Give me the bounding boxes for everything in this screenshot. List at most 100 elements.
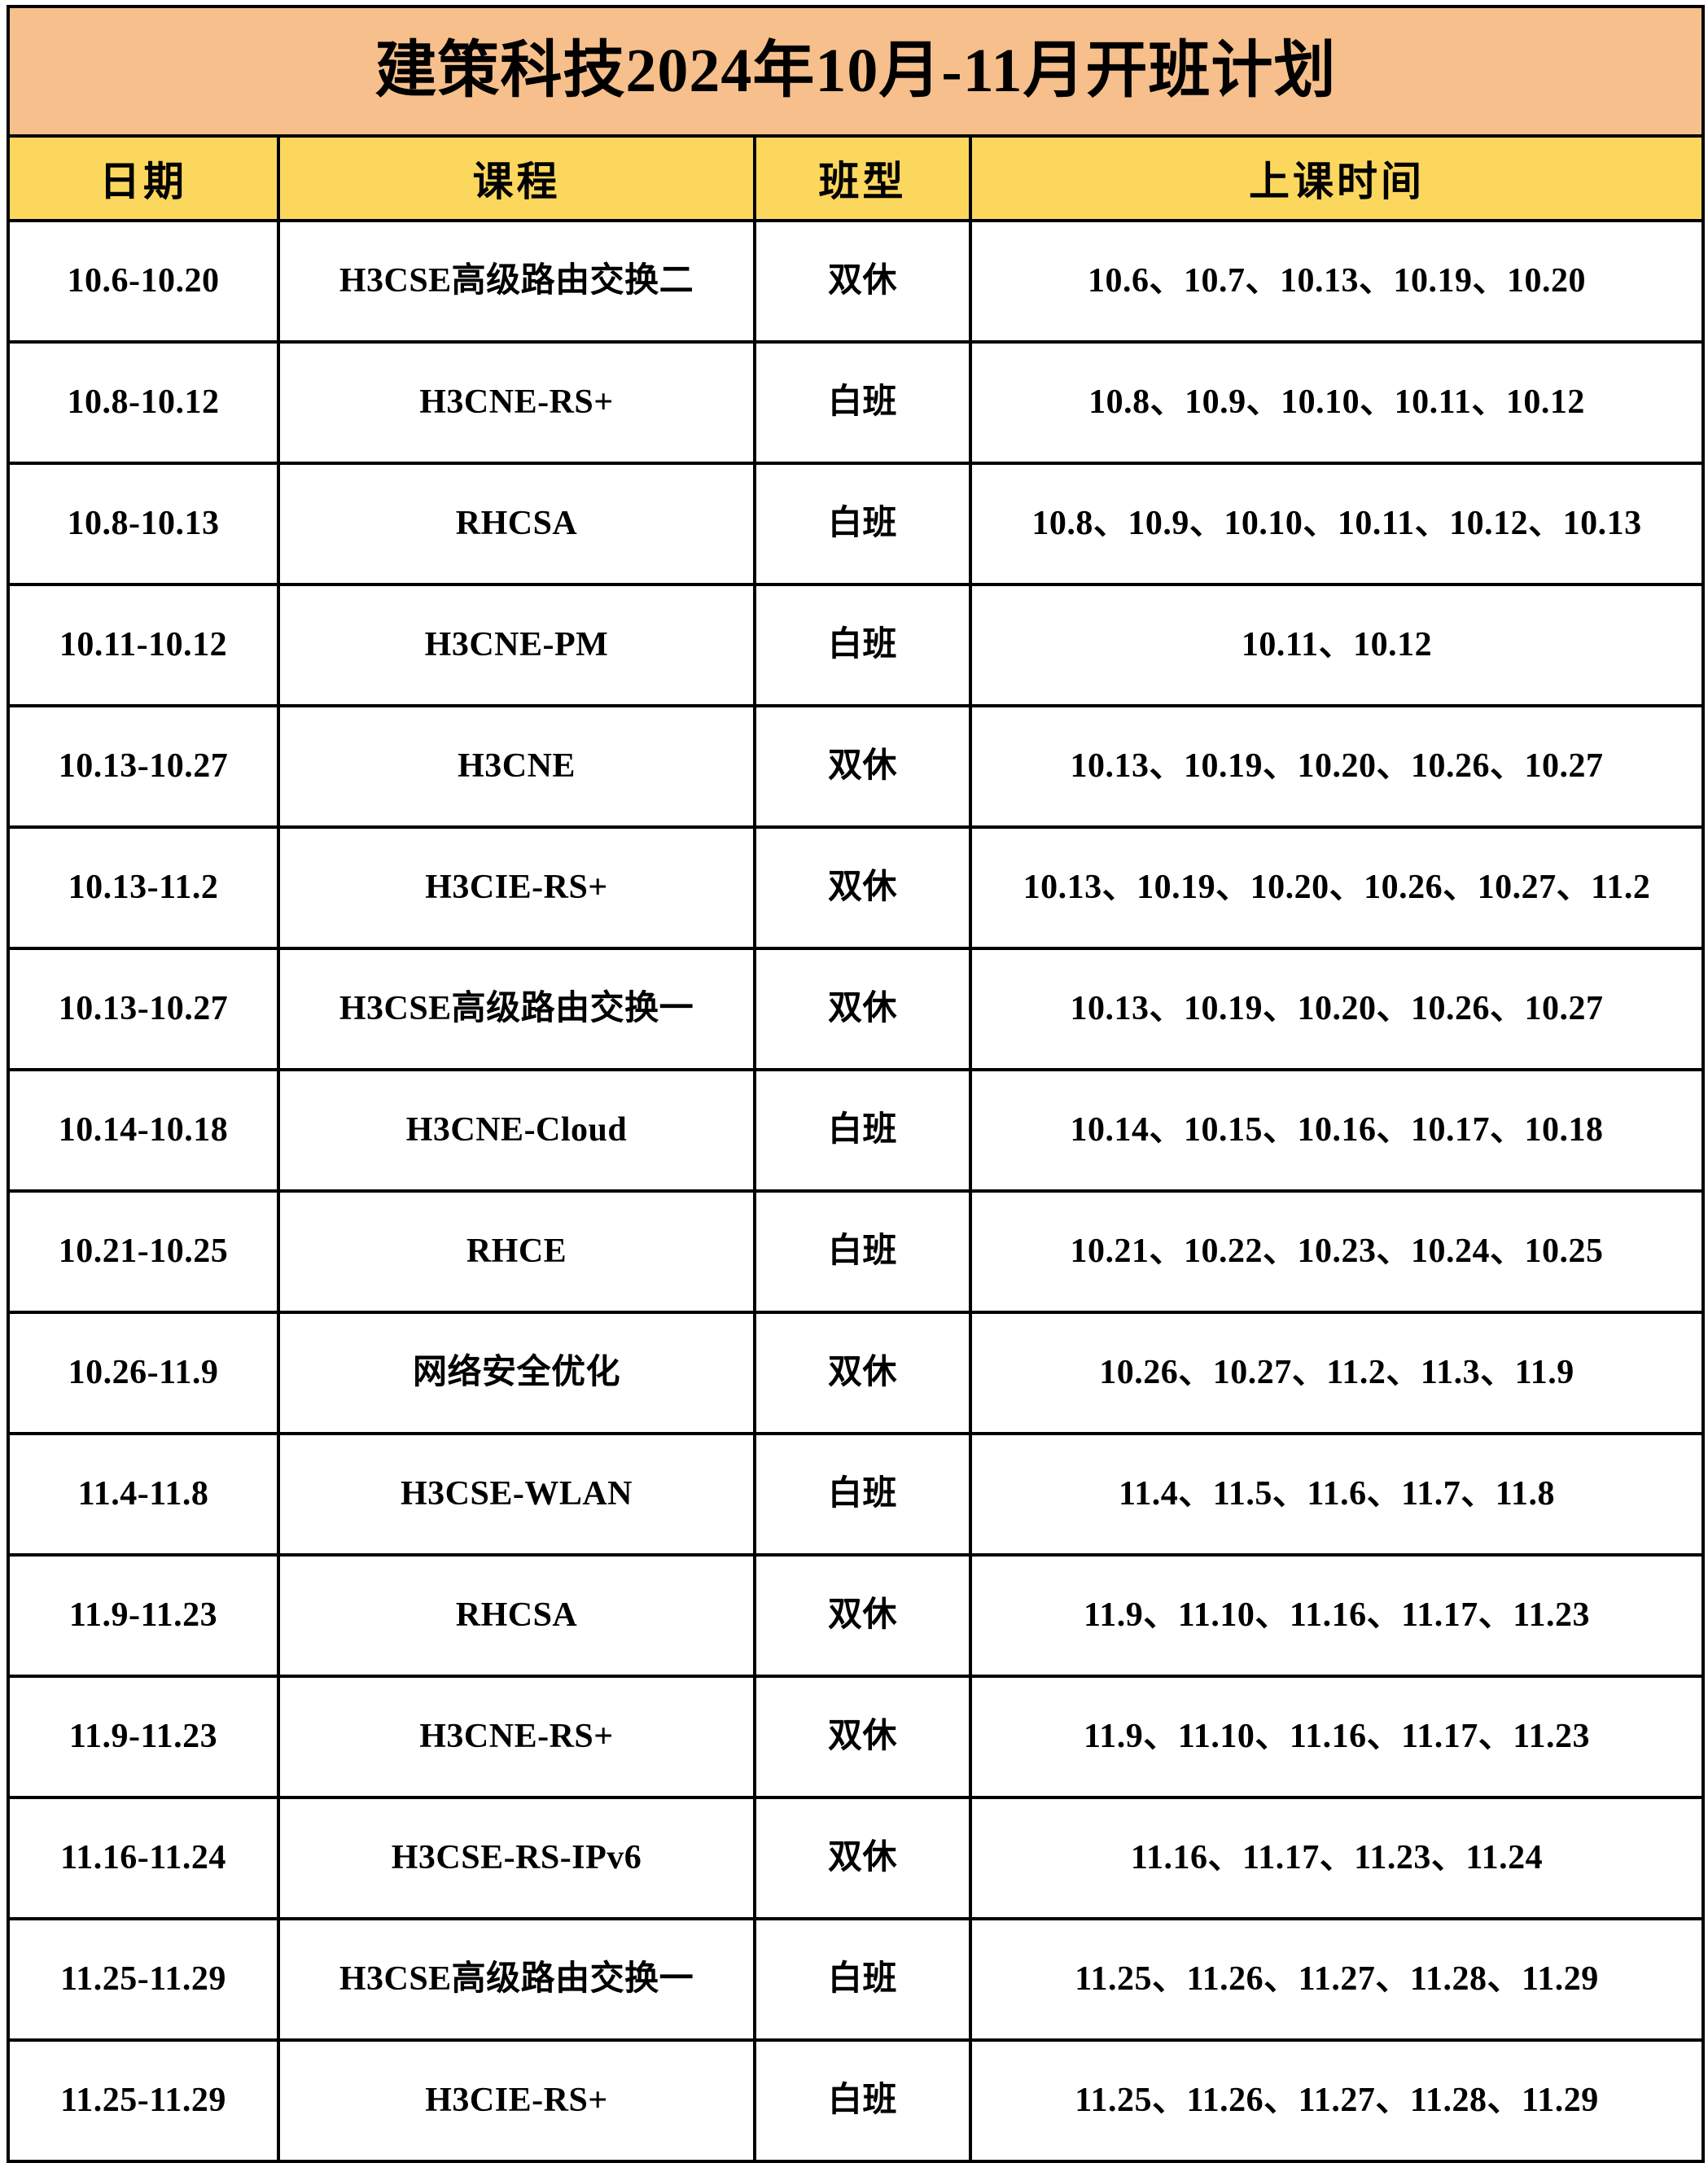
- cell-time: 11.25、11.26、11.27、11.28、11.29: [969, 2038, 1705, 2163]
- cell-type-text: 白班: [827, 1111, 897, 1149]
- cell-type-text: 双休: [827, 1354, 897, 1392]
- cell-date-text: 11.25-11.29: [60, 1960, 226, 1999]
- cell-type: 双休: [753, 704, 972, 829]
- column-header-time: 上课时间: [969, 134, 1705, 222]
- cell-date-text: 10.8-10.13: [67, 505, 220, 543]
- table-row: 10.21-10.25 RHCE 白班 10.21、10.22、10.23、10.24…: [7, 1189, 1705, 1314]
- cell-type-text: 白班: [827, 1233, 897, 1271]
- table-row: 11.16-11.24 H3CSE-RS-IPv6 双休 11.16、11.17、11…: [7, 1796, 1705, 1920]
- cell-type-text: 双休: [827, 990, 897, 1028]
- cell-date: 10.8-10.13: [7, 462, 280, 586]
- cell-course-text: RHCE: [466, 1233, 567, 1271]
- cell-type: 白班: [753, 1917, 972, 2042]
- table-row: 10.11-10.12 H3CNE-PM 白班 10.11、10.12: [7, 583, 1705, 707]
- cell-date: 10.13-10.27: [7, 704, 280, 829]
- cell-date-text: 10.14-10.18: [58, 1111, 229, 1149]
- class-schedule-table: 建策科技2024年10月-11月开班计划 日期 课程 班型 上课时间 10.6-…: [7, 5, 1705, 2163]
- table-row: 10.26-11.9 网络安全优化 双休 10.26、10.27、11.2、11.3、…: [7, 1311, 1705, 1435]
- cell-course: RHCSA: [277, 1553, 756, 1678]
- cell-type: 白班: [753, 1432, 972, 1557]
- cell-type-text: 白班: [827, 626, 897, 664]
- cell-course: RHCE: [277, 1189, 756, 1314]
- cell-time-text: 11.9、11.10、11.16、11.17、11.23: [1084, 1718, 1590, 1756]
- cell-course-text: 网络安全优化: [412, 1354, 620, 1392]
- cell-time-text: 11.16、11.17、11.23、11.24: [1130, 1839, 1544, 1877]
- cell-type-text: 白班: [827, 1475, 897, 1513]
- cell-course: H3CSE高级路由交换一: [277, 947, 756, 1071]
- table-row: 10.13-11.2 H3CIE-RS+ 双休 10.13、10.19、10.20、1…: [7, 825, 1705, 950]
- cell-type: 双休: [753, 1796, 972, 1920]
- table-row: 10.6-10.20 H3CSE高级路由交换二 双休 10.6、10.7、10.13、…: [7, 219, 1705, 344]
- cell-time-text: 10.8、10.9、10.10、10.11、10.12: [1088, 383, 1585, 422]
- cell-date: 11.25-11.29: [7, 1917, 280, 2042]
- cell-time-text: 10.21、10.22、10.23、10.24、10.25: [1070, 1233, 1604, 1271]
- cell-date: 10.21-10.25: [7, 1189, 280, 1314]
- cell-type: 白班: [753, 340, 972, 465]
- cell-course: 网络安全优化: [277, 1311, 756, 1435]
- cell-type-text: 双休: [827, 1596, 897, 1635]
- cell-time-text: 10.6、10.7、10.13、10.19、10.20: [1087, 262, 1586, 300]
- cell-course-text: H3CIE-RS+: [425, 869, 608, 907]
- cell-time: 11.4、11.5、11.6、11.7、11.8: [969, 1432, 1705, 1557]
- cell-course-text: RHCSA: [455, 1596, 578, 1635]
- cell-time-text: 10.13、10.19、10.20、10.26、10.27、11.2: [1023, 869, 1651, 907]
- cell-type-text: 白班: [827, 1960, 897, 1999]
- cell-time: 10.13、10.19、10.20、10.26、10.27、11.2: [969, 825, 1705, 950]
- cell-time: 11.9、11.10、11.16、11.17、11.23: [969, 1553, 1705, 1678]
- cell-type-text: 白班: [827, 383, 897, 422]
- cell-time: 11.9、11.10、11.16、11.17、11.23: [969, 1675, 1705, 1799]
- cell-type-text: 双休: [827, 1718, 897, 1756]
- table-row: 10.13-10.27 H3CNE 双休 10.13、10.19、10.20、10.2…: [7, 704, 1705, 829]
- table-row: 11.9-11.23 RHCSA 双休 11.9、11.10、11.16、11.17、…: [7, 1553, 1705, 1678]
- cell-type-text: 双休: [827, 262, 897, 300]
- cell-course: H3CNE-PM: [277, 583, 756, 707]
- cell-course-text: H3CSE-WLAN: [400, 1475, 633, 1513]
- cell-date-text: 10.13-11.2: [68, 869, 219, 907]
- cell-date: 10.6-10.20: [7, 219, 280, 344]
- cell-time: 10.21、10.22、10.23、10.24、10.25: [969, 1189, 1705, 1314]
- cell-time: 10.14、10.15、10.16、10.17、10.18: [969, 1068, 1705, 1193]
- cell-type: 双休: [753, 825, 972, 950]
- cell-date: 11.9-11.23: [7, 1553, 280, 1678]
- cell-type: 双休: [753, 1553, 972, 1678]
- cell-time-text: 10.13、10.19、10.20、10.26、10.27: [1070, 747, 1604, 786]
- cell-date: 11.4-11.8: [7, 1432, 280, 1557]
- cell-type-text: 白班: [827, 505, 897, 543]
- cell-course-text: H3CNE: [458, 747, 576, 786]
- cell-type: 双休: [753, 947, 972, 1071]
- cell-type: 白班: [753, 2038, 972, 2163]
- table-row: 10.8-10.12 H3CNE-RS+ 白班 10.8、10.9、10.10、10.…: [7, 340, 1705, 465]
- table-row: 10.8-10.13 RHCSA 白班 10.8、10.9、10.10、10.11、1…: [7, 462, 1705, 586]
- cell-date-text: 11.25-11.29: [60, 2082, 226, 2120]
- cell-date-text: 10.6-10.20: [67, 262, 220, 300]
- cell-course-text: H3CNE-PM: [424, 626, 609, 664]
- cell-time: 10.26、10.27、11.2、11.3、11.9: [969, 1311, 1705, 1435]
- table-row: 11.4-11.8 H3CSE-WLAN 白班 11.4、11.5、11.6、11.7…: [7, 1432, 1705, 1557]
- cell-time: 10.8、10.9、10.10、10.11、10.12、10.13: [969, 462, 1705, 586]
- cell-time: 10.11、10.12: [969, 583, 1705, 707]
- cell-course-text: H3CSE高级路由交换二: [339, 262, 694, 300]
- cell-type-text: 双休: [827, 747, 897, 786]
- cell-date-text: 11.16-11.24: [60, 1839, 226, 1877]
- cell-date-text: 11.9-11.23: [68, 1596, 218, 1635]
- cell-date-text: 10.13-10.27: [58, 990, 229, 1028]
- cell-type: 双休: [753, 1675, 972, 1799]
- cell-date: 11.25-11.29: [7, 2038, 280, 2163]
- cell-course: H3CSE高级路由交换一: [277, 1917, 756, 2042]
- cell-course-text: RHCSA: [455, 505, 578, 543]
- cell-type-text: 双休: [827, 1839, 897, 1877]
- cell-date: 10.26-11.9: [7, 1311, 280, 1435]
- cell-type: 白班: [753, 1068, 972, 1193]
- cell-time-text: 10.26、10.27、11.2、11.3、11.9: [1099, 1354, 1574, 1392]
- cell-type: 白班: [753, 583, 972, 707]
- cell-time-text: 10.13、10.19、10.20、10.26、10.27: [1070, 990, 1604, 1028]
- cell-date-text: 10.21-10.25: [58, 1233, 229, 1271]
- column-header-row: 日期 课程 班型 上课时间: [7, 134, 1705, 222]
- cell-time: 10.6、10.7、10.13、10.19、10.20: [969, 219, 1705, 344]
- table-header: 建策科技2024年10月-11月开班计划 日期 课程 班型 上课时间: [7, 5, 1705, 222]
- cell-time: 10.8、10.9、10.10、10.11、10.12: [969, 340, 1705, 465]
- cell-date: 10.13-10.27: [7, 947, 280, 1071]
- table-row: 11.25-11.29 H3CIE-RS+ 白班 11.25、11.26、11.27、…: [7, 2038, 1705, 2163]
- cell-course-text: H3CNE-RS+: [419, 383, 614, 422]
